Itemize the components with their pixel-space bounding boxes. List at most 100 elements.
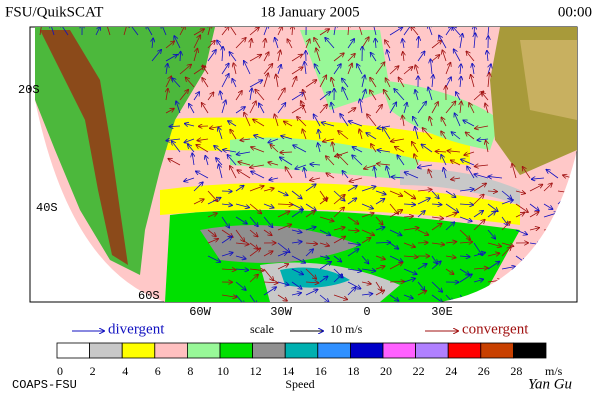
wind-arrow — [403, 268, 417, 274]
wind-arrow — [459, 229, 470, 239]
wind-arrow — [347, 287, 356, 296]
wind-arrow — [51, 27, 55, 36]
wind-arrow — [395, 147, 405, 153]
wind-arrow — [291, 210, 303, 218]
wind-arrow — [418, 165, 433, 168]
wind-arrow — [162, 27, 167, 36]
colorbar-swatch — [219, 342, 253, 359]
wind-arrow — [338, 131, 349, 140]
wind-arrow — [403, 256, 418, 257]
wind-arrow — [291, 190, 302, 199]
colorbar-swatch — [121, 342, 156, 359]
wind-arrow — [421, 144, 433, 153]
wind-arrow — [375, 255, 385, 259]
wind-arrow — [166, 139, 181, 141]
time-title: 00:00 — [558, 4, 592, 20]
wind-arrow — [466, 51, 475, 62]
wind-arrow — [453, 27, 461, 36]
wind-arrow — [268, 162, 279, 165]
africa-highlands — [520, 40, 577, 120]
wind-arrow — [472, 64, 474, 75]
wind-arrow — [389, 210, 402, 218]
wind-arrow — [270, 145, 279, 153]
wind-arrow — [405, 172, 419, 179]
wind-arrow — [403, 294, 413, 298]
wind-arrow — [263, 251, 273, 257]
wind-arrow — [202, 103, 209, 114]
wind-arrow — [277, 294, 287, 301]
wind-arrow — [333, 195, 345, 205]
wind-arrow — [221, 269, 236, 270]
wind-arrow — [431, 102, 438, 114]
wind-arrow — [333, 255, 341, 262]
colorbar-tick-label: 18 — [347, 364, 359, 378]
wind-arrow — [403, 228, 419, 230]
wind-arrow — [417, 281, 425, 291]
wind-arrow — [291, 67, 303, 75]
wind-arrow — [474, 174, 489, 179]
wind-arrow — [232, 79, 237, 88]
wind-arrow — [445, 242, 456, 243]
wind-arrow — [185, 124, 195, 126]
wind-arrow — [389, 203, 398, 214]
wind-arrow — [219, 164, 223, 179]
wind-arrow — [431, 204, 442, 205]
wind-arrow — [277, 252, 287, 257]
scale-label: scale — [250, 322, 274, 336]
colorbar-swatch — [480, 342, 514, 359]
wind-arrow — [305, 80, 316, 88]
wind-arrow — [235, 281, 246, 290]
wind-arrow — [459, 204, 473, 205]
speed-band — [300, 30, 390, 110]
wind-arrow — [445, 27, 452, 36]
wind-arrow — [340, 114, 349, 127]
wind-arrow — [357, 64, 363, 75]
wind-arrow — [285, 167, 293, 179]
wind-arrow — [230, 166, 237, 179]
wind-arrow — [202, 65, 209, 75]
wind-arrow — [233, 63, 236, 75]
wind-arrow — [347, 198, 356, 205]
wind-arrow — [415, 65, 418, 75]
colorbar-tick-label: 20 — [380, 364, 392, 378]
wind-arrow — [305, 249, 313, 257]
wind-arrow — [221, 74, 229, 88]
wind-arrow — [361, 255, 369, 264]
colorbar-swatch — [186, 342, 221, 359]
wind-arrow — [319, 229, 330, 235]
wind-arrow — [392, 177, 405, 178]
convergent-label: convergent — [462, 321, 529, 337]
map-area — [35, 27, 577, 302]
wind-arrow — [375, 227, 385, 230]
wind-arrow — [263, 73, 268, 88]
wind-arrow — [487, 253, 499, 256]
wind-arrow — [451, 178, 461, 180]
colorbar-tick-label: 2 — [90, 364, 96, 378]
wind-arrow — [268, 138, 279, 143]
wind-arrow — [249, 80, 262, 88]
wind-arrow — [459, 274, 472, 283]
longitude-label: 30E — [431, 305, 453, 319]
wind-arrow — [223, 150, 237, 152]
wind-arrow — [389, 255, 403, 262]
wind-arrow — [193, 199, 204, 205]
wind-arrow — [325, 38, 335, 49]
wind-arrow — [456, 92, 461, 101]
colorbar-swatch — [513, 342, 547, 359]
wind-arrow — [352, 155, 363, 166]
wind-arrow — [475, 126, 489, 128]
colorbar-unit: m/s — [545, 364, 563, 378]
wind-arrow — [263, 216, 273, 227]
wind-arrow — [249, 274, 258, 283]
wind-arrow — [293, 145, 307, 153]
wind-arrow — [304, 62, 306, 75]
wind-arrow — [512, 164, 517, 179]
wind-arrow — [403, 190, 415, 199]
wind-arrow — [249, 101, 256, 114]
wind-arrow — [291, 255, 305, 263]
wind-arrow — [221, 204, 232, 205]
wind-arrow — [277, 264, 288, 270]
colorbar-tick-label: 4 — [122, 364, 128, 378]
wind-arrow — [362, 75, 365, 88]
wind-arrow — [277, 103, 285, 114]
